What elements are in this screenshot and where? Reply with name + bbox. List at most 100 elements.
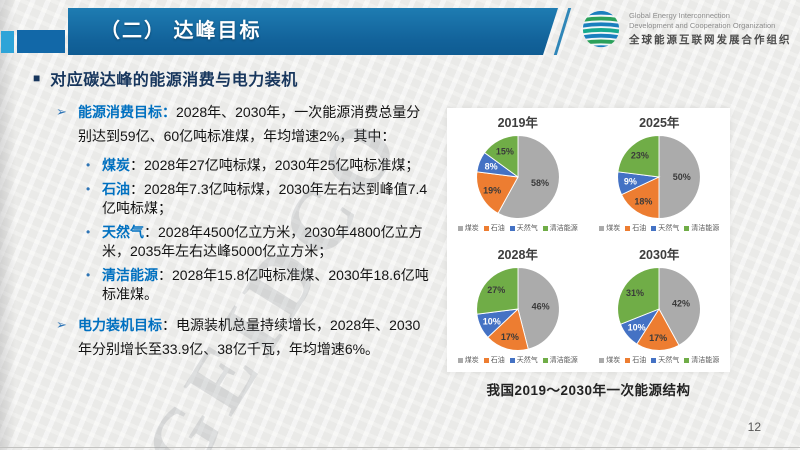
legend-item: 天然气 — [651, 355, 679, 365]
legend-swatch-icon — [651, 225, 657, 231]
header-bar: （二） 达峰目标 — [68, 8, 558, 55]
legend-swatch-icon — [542, 225, 548, 231]
legend-item: 石油 — [625, 223, 646, 233]
pie-chart-title: 2028年 — [497, 248, 538, 262]
pie-value-label: 19% — [483, 185, 501, 195]
pie-chart-2030年: 2030年 42% 17% 10% 31% 煤炭 石油 天然气 清洁能源 — [589, 240, 731, 372]
sub-bullet-gas: • 天然气：2028年4500亿立方米，2030年4800亿立方米，2035年左… — [84, 223, 430, 261]
legend-label: 清洁能源 — [691, 357, 720, 364]
pie-svg: 46% 17%10% 27% — [475, 267, 560, 351]
pie-value-label: 27% — [487, 285, 505, 295]
sub-bullet-text: ：2028年7.3亿吨标煤，2030年左右达到峰值7.4亿吨标煤； — [102, 181, 428, 216]
legend-label: 石油 — [490, 225, 505, 232]
pie-slice-清洁能源 — [475, 267, 519, 315]
legend-item: 清洁能源 — [684, 223, 719, 233]
section-title-row: ■ 对应碳达峰的能源消费与电力装机 — [33, 66, 298, 90]
legend-label: 天然气 — [516, 357, 538, 364]
organization-logo: Global Energy Interconnection Developmen… — [580, 8, 792, 50]
legend-swatch-icon — [542, 357, 548, 363]
sub-bullet-label: 石油 — [102, 181, 130, 197]
pie-legend: 煤炭 石油 天然气 清洁能源 — [599, 355, 719, 365]
legend-swatch-icon — [599, 225, 605, 231]
logo-line-cn: 全球能源互联网发展合作组织 — [629, 34, 792, 46]
legend-item: 石油 — [483, 355, 505, 365]
pie-value-label: 9% — [624, 177, 637, 187]
organization-logo-globe-icon — [582, 10, 620, 48]
decor-square-dark — [17, 30, 65, 53]
pie-value-label: 42% — [672, 298, 690, 308]
legend-label: 清洁能源 — [549, 225, 578, 232]
legend-item: 煤炭 — [457, 223, 479, 233]
arrow-bullet-icon: ➢ — [56, 104, 67, 119]
legend-item: 石油 — [483, 223, 505, 233]
pie-value-label: 23% — [631, 150, 649, 160]
arrow-bullet-icon: ➢ — [56, 317, 67, 332]
legend-swatch-icon — [457, 357, 463, 363]
pie-grid: 2019年 58% 19% 8% 15% 煤炭 石油 天然气 清洁能源 2025年 50% 18% 9%… — [447, 108, 730, 372]
edge-shade — [0, 0, 16, 450]
pie-slice-煤炭 — [658, 135, 702, 219]
legend-swatch-icon — [684, 357, 690, 363]
legend-item: 清洁能源 — [542, 223, 578, 233]
legend-item: 天然气 — [651, 223, 679, 233]
content-column: ➢ 能源消费目标：2028年、2030年，一次能源消费总量分别达到59亿、60亿… — [56, 100, 430, 361]
pie-value-label: 8% — [484, 161, 497, 171]
pie-value-label: 31% — [626, 288, 644, 298]
sub-bullet-text: ：2028年27亿吨标煤，2030年25亿吨标准煤； — [130, 157, 420, 173]
chart-panel: 2019年 58% 19% 8% 15% 煤炭 石油 天然气 清洁能源 2025年 50% 18% 9%… — [447, 108, 730, 372]
pie-slice-石油 — [636, 308, 680, 351]
pie-legend: 煤炭 石油 天然气 清洁能源 — [457, 355, 578, 365]
legend-item: 煤炭 — [599, 223, 620, 233]
legend-swatch-icon — [599, 357, 605, 363]
pie-value-label: 10% — [628, 323, 646, 333]
legend-item: 天然气 — [509, 223, 538, 233]
logo-line-en-2: Development and Cooperation Organization — [629, 20, 776, 30]
sub-bullet-label: 天然气 — [102, 224, 144, 240]
bullet-text: 2028年、2030年，一次能源消费总量分别达到59亿、60亿吨标准煤，年均增速… — [78, 104, 421, 144]
bullet-label: 能源消费目标： — [78, 104, 176, 120]
bullet-dot-icon: • — [86, 182, 91, 196]
legend-swatch-icon — [651, 357, 657, 363]
legend-label: 石油 — [490, 357, 505, 364]
legend-item: 煤炭 — [457, 355, 479, 365]
pie-chart-title: 2019年 — [497, 116, 538, 130]
organization-logo-text: Global Energy Interconnection Developmen… — [629, 11, 792, 47]
legend-item: 清洁能源 — [542, 355, 578, 365]
pie-svg: 42% 17%10% 31% — [617, 267, 702, 351]
sub-bullet-list: • 煤炭：2028年27亿吨标煤，2030年25亿吨标准煤； • 石油：2028… — [84, 156, 430, 304]
pie-value-label: 17% — [649, 333, 667, 343]
sub-bullet-clean-energy: • 清洁能源：2028年15.8亿吨标准煤、2030年18.6亿吨标准煤。 — [84, 266, 430, 304]
pie-chart-title: 2030年 — [639, 248, 680, 262]
sub-bullet-label: 清洁能源 — [102, 267, 158, 283]
decor-slash — [553, 8, 572, 55]
chart-caption: 我国2019～2030年一次能源结构 — [486, 383, 691, 398]
pie-slice-煤炭 — [658, 267, 702, 346]
bullet-power-target: ➢ 电力装机目标：电源装机总量持续增长，2028年、2030年分别增长至33.9… — [56, 313, 430, 361]
logo-line-en-1: Global Energy Interconnection — [629, 11, 730, 20]
bullet-dot-icon: • — [86, 225, 91, 239]
legend-label: 煤炭 — [606, 225, 621, 232]
sub-bullet-text: ：2028年4500亿立方米，2030年4800亿立方米，2035年左右达峰50… — [102, 224, 423, 259]
slide-title: （二） 达峰目标 — [100, 20, 262, 42]
pie-chart-title: 2025年 — [639, 116, 680, 130]
pie-slice-清洁能源 — [483, 135, 519, 178]
sub-bullet-text: ：2028年15.8亿吨标准煤、2030年18.6亿吨标准煤。 — [102, 267, 429, 302]
section-title: 对应碳达峰的能源消费与电力装机 — [50, 72, 298, 89]
legend-item: 天然气 — [509, 355, 538, 365]
pie-slice-清洁能源 — [617, 267, 660, 325]
bullet-dot-icon: • — [86, 268, 91, 282]
legend-swatch-icon — [483, 225, 489, 231]
legend-swatch-icon — [509, 225, 515, 231]
sub-bullet-oil: • 石油：2028年7.3亿吨标煤，2030年左右达到峰值7.4亿吨标煤； — [84, 180, 430, 218]
legend-label: 煤炭 — [464, 225, 479, 232]
pie-value-label: 15% — [496, 146, 514, 156]
pie-legend: 煤炭 石油 天然气 清洁能源 — [457, 223, 578, 233]
pie-svg: 50% 18% 9% 23% — [617, 135, 702, 219]
sub-bullet-label: 煤炭 — [102, 157, 130, 173]
legend-label: 煤炭 — [606, 357, 621, 364]
slide-bottom-edge — [0, 447, 800, 448]
pie-slice-石油 — [475, 171, 519, 214]
legend-label: 煤炭 — [464, 357, 479, 364]
pie-value-label: 58% — [531, 178, 549, 188]
